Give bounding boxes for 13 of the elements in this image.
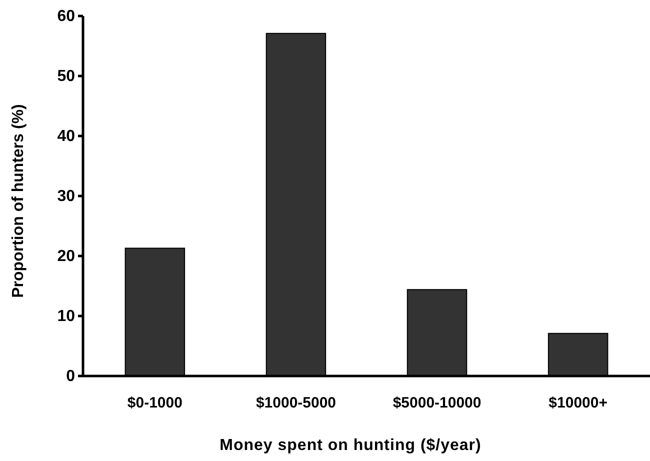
y-tick-label: 10 bbox=[57, 308, 76, 326]
y-tick-label: 60 bbox=[57, 8, 76, 26]
y-tick-label: 40 bbox=[57, 128, 76, 146]
y-tick-label: 20 bbox=[57, 248, 76, 266]
x-tick-label: $0-1000 bbox=[127, 394, 182, 412]
x-tick-label: $10000+ bbox=[548, 394, 608, 412]
x-tick-label: $1000-5000 bbox=[256, 394, 336, 412]
y-axis-title: Proportion of hunters (%) bbox=[10, 104, 27, 298]
y-tick-label: 30 bbox=[57, 188, 76, 206]
x-tick-label: $5000-10000 bbox=[392, 394, 482, 412]
x-axis-title: Money spent on hunting ($/year) bbox=[220, 437, 482, 454]
y-tick-label: 50 bbox=[57, 68, 76, 86]
y-tick-label: 0 bbox=[66, 368, 76, 386]
